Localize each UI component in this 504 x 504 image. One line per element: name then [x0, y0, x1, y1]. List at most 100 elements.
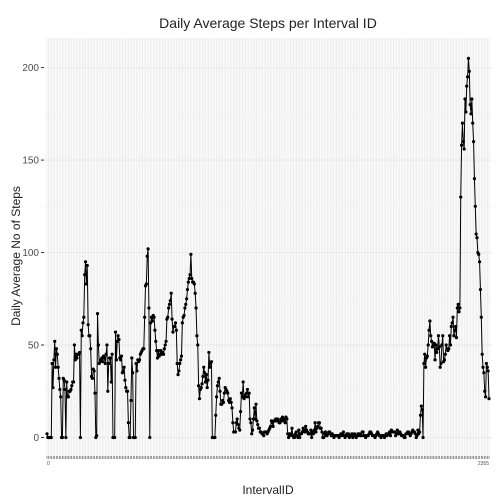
data-point: [92, 369, 96, 373]
data-point: [119, 354, 124, 358]
data-point: [82, 315, 86, 319]
data-point: [106, 389, 110, 393]
data-point: [148, 435, 152, 440]
data-point: [471, 139, 476, 144]
data-point: [85, 263, 89, 268]
data-point: [388, 434, 393, 438]
data-point: [71, 380, 76, 384]
data-point: [470, 97, 474, 101]
data-point: [64, 435, 68, 440]
data-point: [135, 369, 139, 373]
data-point: [314, 430, 318, 434]
data-point: [109, 380, 113, 384]
data-point: [459, 143, 464, 147]
data-point: [230, 406, 234, 410]
data-point: [215, 384, 220, 388]
data-point: [144, 282, 148, 286]
data-point: [319, 426, 323, 430]
data-point: [57, 376, 61, 380]
data-point: [177, 369, 181, 373]
data-point: [447, 334, 452, 338]
data-point: [213, 435, 217, 440]
data-point: [119, 358, 123, 362]
data-point: [69, 387, 73, 392]
data-point: [178, 361, 182, 366]
data-point: [244, 391, 249, 395]
y-tick-label: 100: [22, 248, 39, 259]
data-point: [75, 356, 79, 360]
data-point: [185, 287, 190, 292]
data-point: [131, 371, 135, 375]
x-axis-label: IntervalID: [242, 483, 294, 497]
data-point: [101, 360, 105, 364]
data-point: [241, 380, 245, 384]
data-point: [420, 408, 424, 412]
data-point: [457, 310, 461, 314]
data-point: [438, 365, 442, 369]
data-point: [248, 417, 252, 421]
y-axis-label: Daily Average No of Steps: [9, 186, 23, 326]
data-point: [425, 354, 429, 358]
data-point: [422, 361, 426, 366]
data-point: [447, 347, 451, 351]
data-point: [294, 430, 298, 434]
data-point: [133, 435, 137, 440]
data-point: [452, 334, 456, 338]
data-point: [153, 328, 157, 332]
data-point: [196, 343, 200, 347]
data-point: [474, 232, 478, 236]
data-point: [483, 395, 488, 399]
data-point: [84, 282, 89, 286]
data-point: [173, 321, 178, 325]
data-point: [189, 252, 193, 256]
data-point: [194, 306, 198, 310]
y-tick-label: 0: [33, 433, 39, 444]
data-point: [423, 352, 427, 356]
data-point: [426, 343, 430, 347]
data-point: [209, 360, 214, 364]
data-point: [190, 276, 194, 281]
data-point: [418, 413, 423, 417]
data-point: [168, 299, 172, 303]
data-point: [103, 361, 107, 366]
data-point: [285, 417, 289, 421]
data-point: [436, 334, 441, 338]
data-point: [441, 334, 445, 338]
data-point: [208, 365, 212, 369]
data-point: [81, 321, 85, 325]
data-point: [222, 391, 226, 395]
data-point: [473, 204, 477, 208]
data-point: [216, 380, 220, 384]
data-point: [245, 387, 250, 392]
data-point: [304, 424, 308, 429]
x-tick-label-first: 0: [47, 461, 50, 467]
data-point: [443, 352, 447, 356]
data-point: [440, 343, 444, 347]
data-point: [320, 430, 324, 434]
data-point: [466, 56, 471, 60]
data-point: [53, 365, 58, 369]
data-point: [483, 389, 487, 393]
data-point: [180, 321, 184, 325]
data-point: [186, 280, 190, 284]
data-point: [129, 398, 133, 403]
data-point: [167, 302, 172, 306]
data-point: [228, 397, 232, 401]
data-point: [487, 397, 491, 401]
data-point: [204, 373, 208, 377]
data-point: [150, 319, 154, 323]
data-point: [176, 373, 180, 377]
data-point: [105, 343, 109, 347]
data-point: [162, 347, 166, 351]
data-point: [454, 336, 459, 340]
data-point: [175, 361, 179, 366]
data-point: [182, 313, 186, 318]
data-point: [442, 358, 447, 362]
data-point: [201, 374, 205, 379]
data-point: [55, 352, 59, 356]
data-point: [478, 287, 483, 292]
data-point: [481, 365, 485, 369]
data-point: [108, 356, 112, 360]
data-point: [311, 432, 315, 436]
data-point: [424, 365, 428, 369]
